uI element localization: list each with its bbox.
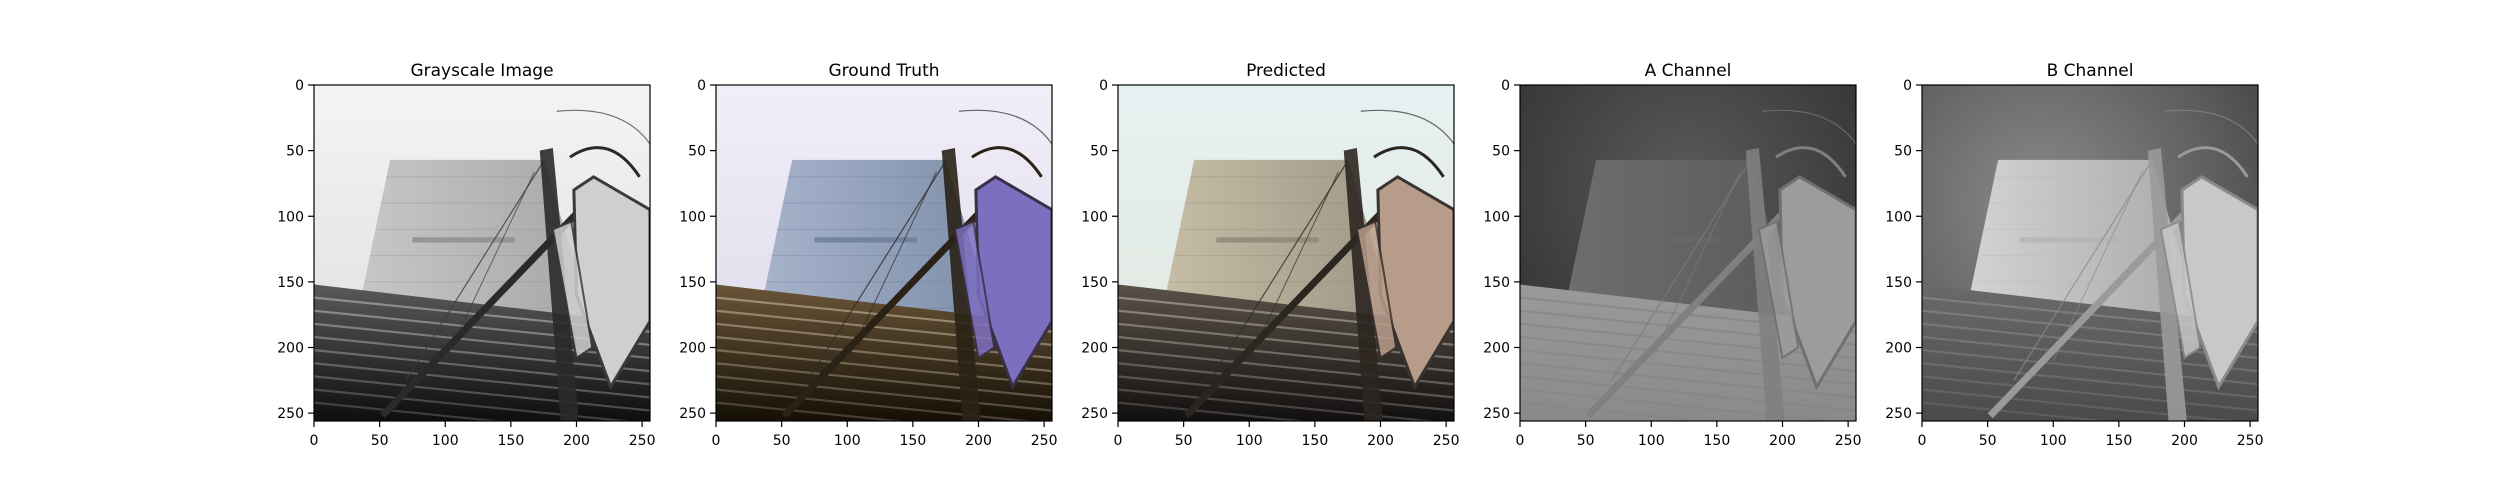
x-tick-label: 50 — [1577, 433, 1595, 449]
x-tick-label: 100 — [1236, 433, 1263, 449]
image-picture — [1118, 85, 1454, 421]
x-tick-label: 100 — [834, 433, 861, 449]
y-tick-label: 150 — [1081, 275, 1108, 291]
x-tick-label: 200 — [563, 433, 590, 449]
panel: A Channel 0 50 100 150 200 250 0 50 100 150 200 250 — [1483, 61, 1861, 449]
y-tick-label: 50 — [1492, 144, 1510, 160]
y-tick-label: 100 — [679, 209, 706, 225]
y-tick-label: 200 — [679, 341, 706, 357]
x-tick-label: 150 — [1302, 433, 1329, 449]
y-tick-label: 200 — [1885, 341, 1912, 357]
y-tick-label: 250 — [1885, 406, 1912, 422]
y-tick-label: 100 — [1885, 209, 1912, 225]
x-tick-label: 150 — [498, 433, 525, 449]
x-tick-label: 100 — [2040, 433, 2067, 449]
x-tick-label: 0 — [712, 433, 721, 449]
axes-frame — [1519, 84, 1857, 422]
y-tick-label: 200 — [277, 341, 304, 357]
x-tick-label: 0 — [1516, 433, 1525, 449]
y-tick-label: 50 — [1090, 144, 1108, 160]
image-picture — [1520, 85, 1856, 421]
axes-frame — [1117, 84, 1455, 422]
y-tick-label: 150 — [1885, 275, 1912, 291]
y-tick-label: 150 — [277, 275, 304, 291]
panel: Grayscale Image 0 50 100 150 200 250 0 50 100 150 2… — [277, 61, 655, 449]
panel-title: Ground Truth — [828, 61, 939, 81]
y-tick-label: 100 — [277, 209, 304, 225]
y-tick-label: 100 — [1483, 209, 1510, 225]
panel: Predicted 0 50 100 150 200 250 0 50 100 150 200 250 — [1081, 61, 1459, 449]
x-tick-label: 0 — [1114, 433, 1123, 449]
y-tick-label: 250 — [1483, 406, 1510, 422]
axes-frame — [715, 84, 1053, 422]
y-tick-label: 200 — [1081, 341, 1108, 357]
panel: B Channel 0 50 100 150 200 250 0 50 100 150 200 250 — [1885, 61, 2263, 449]
y-tick-label: 0 — [1501, 78, 1510, 94]
x-tick-label: 50 — [1979, 433, 1997, 449]
x-tick-label: 150 — [900, 433, 927, 449]
x-tick-label: 150 — [1704, 433, 1731, 449]
x-tick-label: 200 — [2171, 433, 2198, 449]
y-tick-label: 150 — [679, 275, 706, 291]
x-tick-label: 250 — [1433, 433, 1460, 449]
y-tick-label: 250 — [679, 406, 706, 422]
x-tick-label: 100 — [432, 433, 459, 449]
x-tick-label: 50 — [773, 433, 791, 449]
x-tick-label: 250 — [1835, 433, 1862, 449]
x-tick-label: 50 — [371, 433, 389, 449]
axes-frame — [313, 84, 651, 422]
y-tick-label: 150 — [1483, 275, 1510, 291]
x-tick-label: 150 — [2106, 433, 2133, 449]
x-tick-label: 250 — [1031, 433, 1058, 449]
x-tick-label: 200 — [965, 433, 992, 449]
panel: Ground Truth 0 50 100 150 200 250 0 50 100 150 200 2… — [679, 61, 1057, 449]
x-tick-label: 250 — [629, 433, 656, 449]
image-picture — [1922, 85, 2258, 421]
panel-title: Grayscale Image — [410, 61, 553, 81]
image-picture — [716, 85, 1052, 421]
y-tick-label: 50 — [688, 144, 706, 160]
y-tick-label: 250 — [277, 406, 304, 422]
x-tick-label: 0 — [1918, 433, 1927, 449]
y-tick-label: 0 — [295, 78, 304, 94]
image-picture — [314, 85, 650, 421]
y-tick-label: 0 — [697, 78, 706, 94]
panel-title: B Channel — [2047, 61, 2134, 81]
panel-title: A Channel — [1645, 61, 1732, 81]
y-tick-label: 200 — [1483, 341, 1510, 357]
y-tick-label: 100 — [1081, 209, 1108, 225]
y-tick-label: 250 — [1081, 406, 1108, 422]
x-tick-label: 100 — [1638, 433, 1665, 449]
x-tick-label: 50 — [1175, 433, 1193, 449]
x-tick-label: 0 — [310, 433, 319, 449]
y-tick-label: 50 — [1894, 144, 1912, 160]
x-tick-label: 200 — [1367, 433, 1394, 449]
y-tick-label: 50 — [286, 144, 304, 160]
y-tick-label: 0 — [1903, 78, 1912, 94]
x-tick-label: 250 — [2237, 433, 2264, 449]
panel-title: Predicted — [1246, 61, 1326, 81]
x-tick-label: 200 — [1769, 433, 1796, 449]
y-tick-label: 0 — [1099, 78, 1108, 94]
axes-frame — [1921, 84, 2259, 422]
